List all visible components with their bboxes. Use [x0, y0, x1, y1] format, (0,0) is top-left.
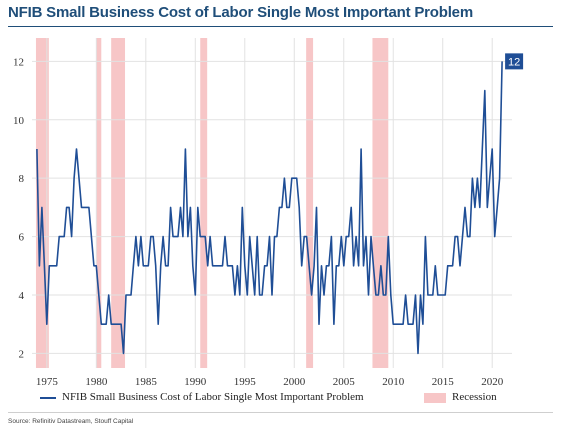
- legend-recession-label: Recession: [452, 391, 497, 403]
- recession-bands: [35, 38, 389, 368]
- y-tick-label: 4: [19, 290, 25, 302]
- y-tick-label: 8: [19, 173, 25, 185]
- y-tick-label: 6: [19, 232, 25, 244]
- x-tick-label: 1975: [36, 376, 59, 388]
- end-value-badge: [505, 53, 524, 70]
- chart-title: NFIB Small Business Cost of Labor Single…: [8, 4, 473, 21]
- legend-series-swatch: [40, 397, 56, 399]
- y-axis-ticks: 2 4 6 8 10 12: [13, 56, 25, 360]
- recession-band: [96, 38, 102, 368]
- x-tick-label: 1995: [234, 376, 257, 388]
- title-divider: [8, 26, 553, 27]
- end-value-label: 12: [508, 56, 520, 68]
- x-tick-label: 2015: [432, 376, 455, 388]
- y-tick-label: 2: [19, 348, 25, 360]
- x-tick-label: 2000: [283, 376, 306, 388]
- gridlines: [32, 38, 512, 368]
- source-note: Source: Refinitiv Datastream, Stouff Cap…: [8, 418, 134, 425]
- legend-recession-swatch: [424, 393, 446, 403]
- x-tick-label: 2020: [481, 376, 504, 388]
- x-tick-label: 1985: [135, 376, 158, 388]
- y-tick-label: 10: [13, 115, 25, 127]
- x-axis-ticks: 1975 1980 1985 1990 1995 2000 2005 2010 2015 2020: [36, 376, 504, 388]
- x-tick-label: 2010: [382, 376, 405, 388]
- legend: NFIB Small Business Cost of Labor Single…: [0, 390, 561, 406]
- y-tick-label: 12: [13, 56, 24, 68]
- end-value-badge-layer: 12: [505, 53, 524, 70]
- recession-band: [200, 38, 208, 368]
- x-tick-label: 1980: [85, 376, 108, 388]
- x-tick-label: 2005: [333, 376, 356, 388]
- legend-series-label: NFIB Small Business Cost of Labor Single…: [62, 391, 364, 403]
- recession-band: [111, 38, 126, 368]
- series-line: [36, 61, 503, 355]
- series-layer: [36, 61, 503, 355]
- footer-divider: [8, 412, 553, 413]
- recession-band: [306, 38, 314, 368]
- x-tick-label: 1990: [184, 376, 207, 388]
- recession-band: [372, 38, 389, 368]
